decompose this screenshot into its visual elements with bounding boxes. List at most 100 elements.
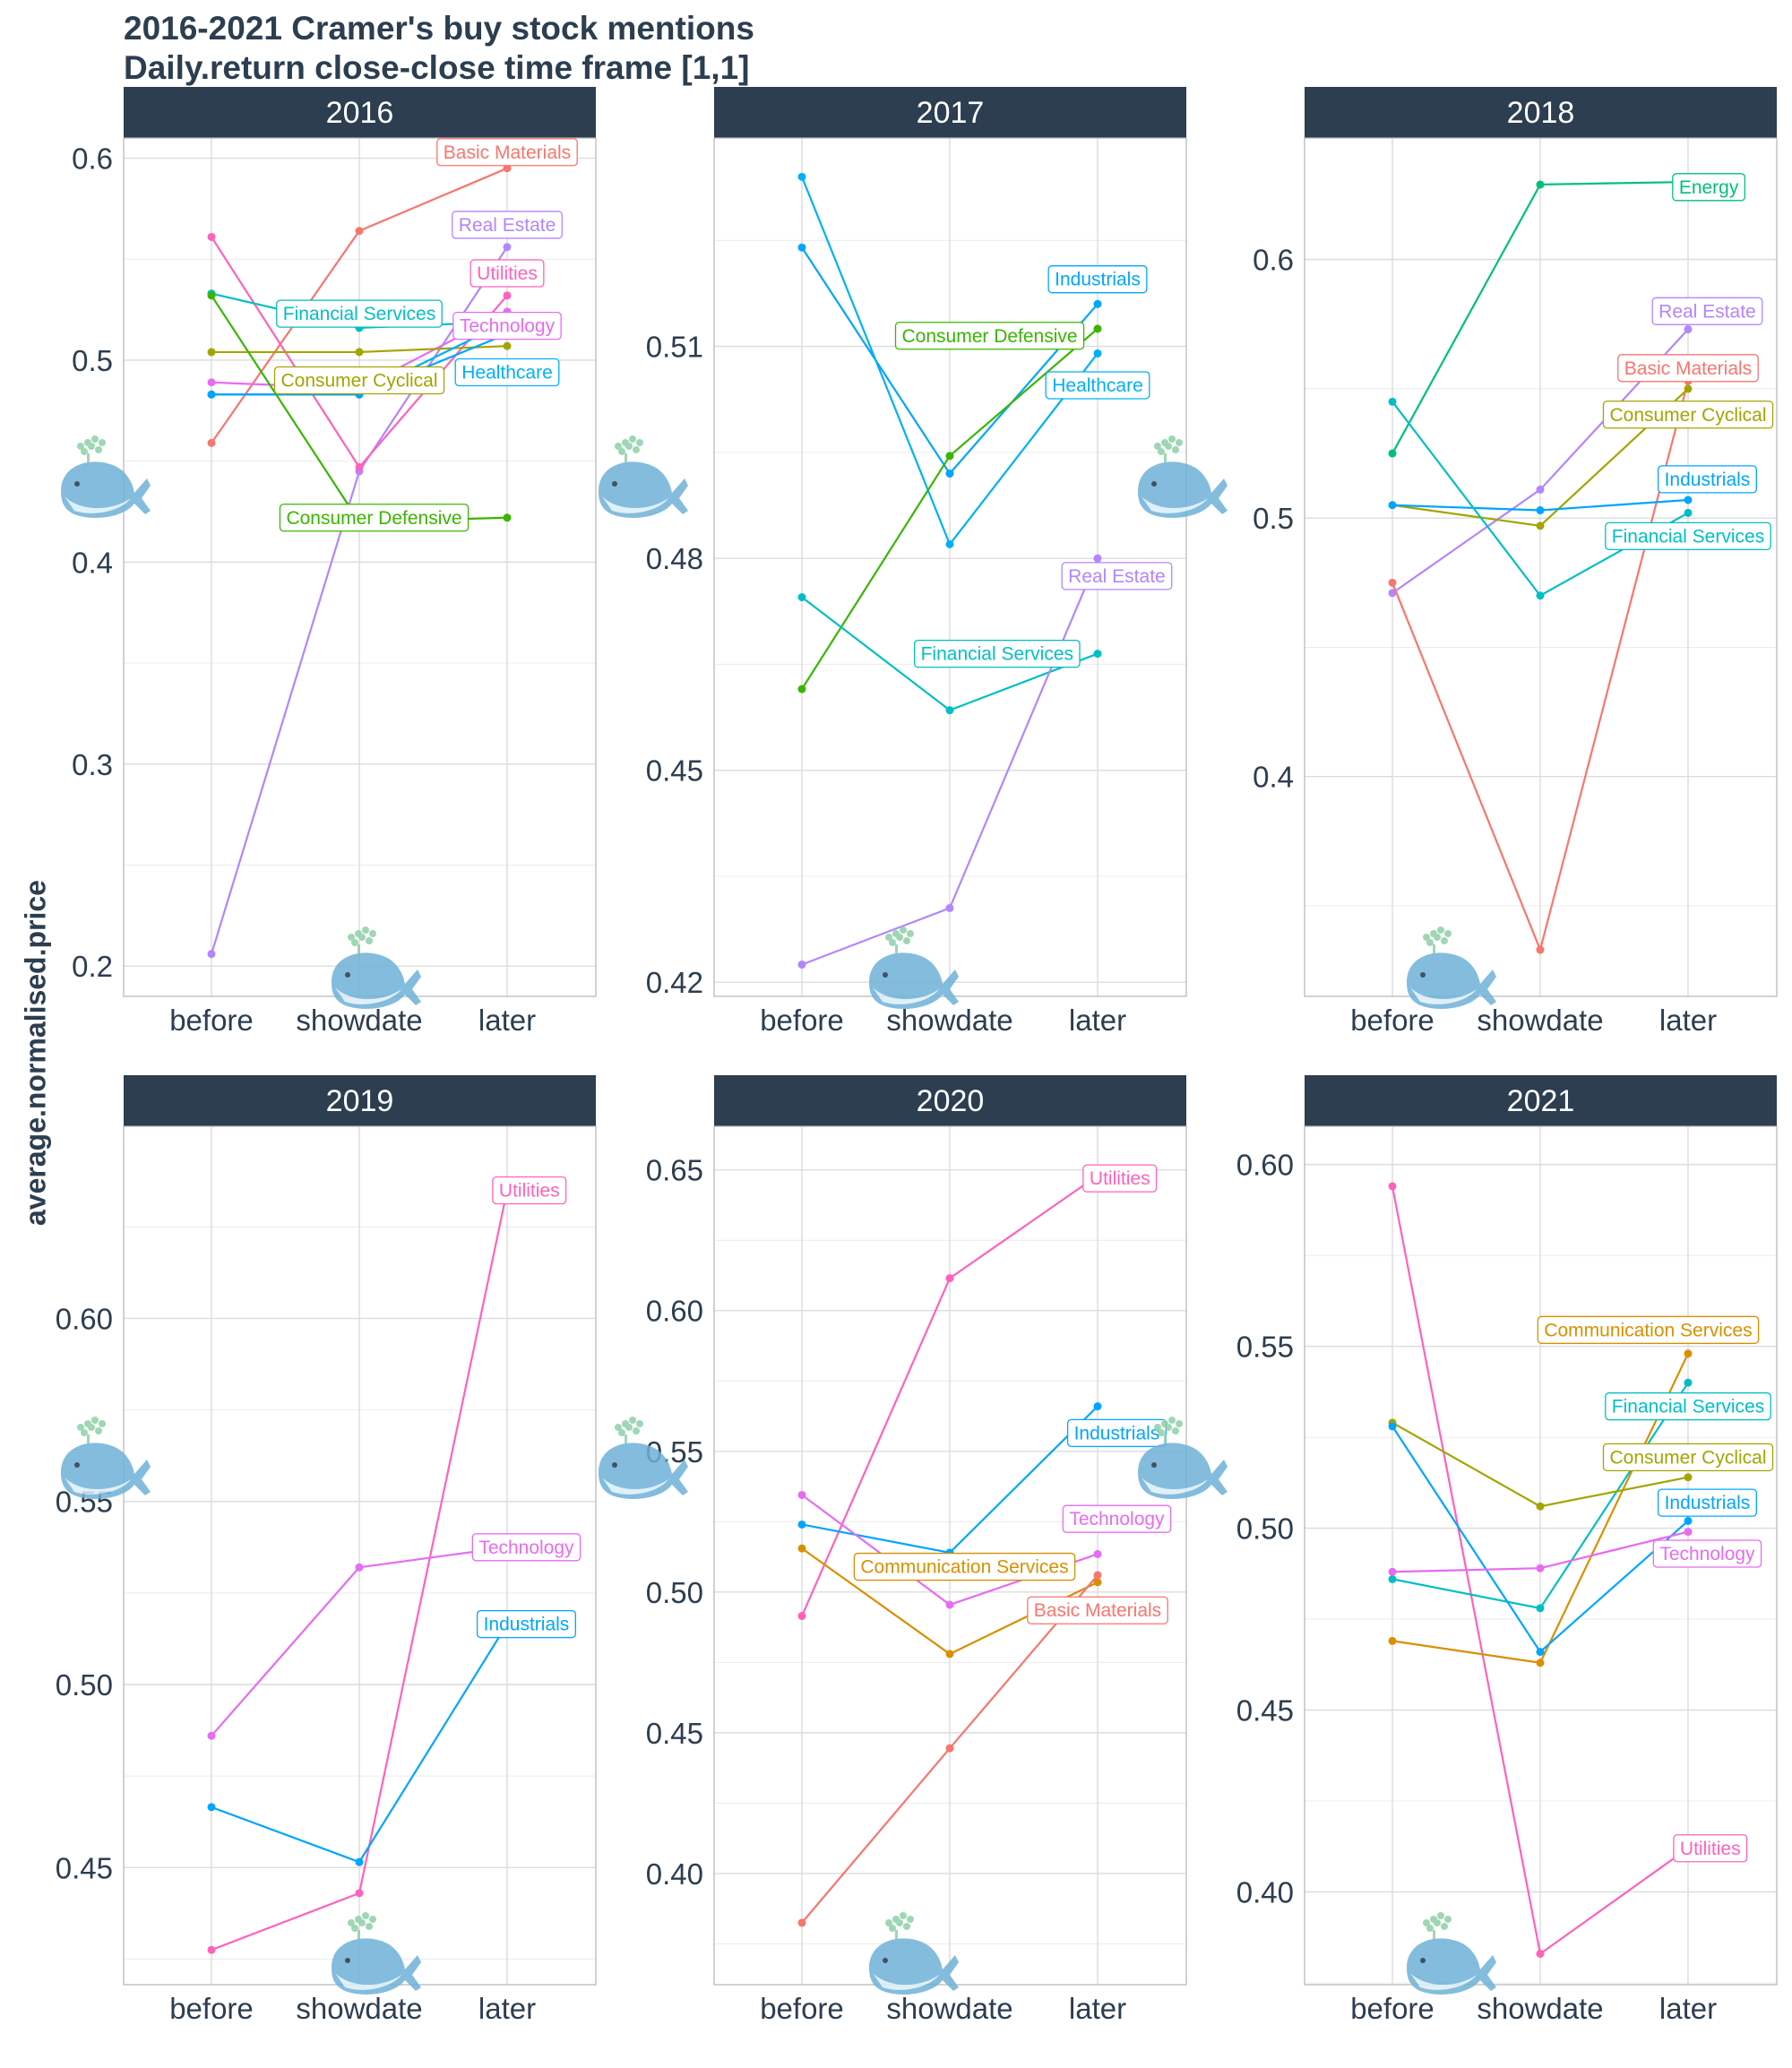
facet-strip-2018: 2018 xyxy=(1305,87,1777,138)
data-point xyxy=(797,961,806,969)
data-point xyxy=(1536,506,1545,515)
data-point xyxy=(1536,1564,1545,1573)
whale-watermark-icon xyxy=(61,435,151,518)
data-point xyxy=(797,593,806,602)
y-tick-label: 0.60 xyxy=(56,1302,113,1335)
series-utilities xyxy=(207,232,512,471)
panel-2017: 2017 0.42 0.45 0.48 0.51 before showdate later I… xyxy=(646,87,1187,1037)
series-label-communication-services: Communication Services xyxy=(1537,1315,1760,1344)
data-point xyxy=(1093,1578,1102,1587)
facet-strip-label: 2020 xyxy=(917,1084,985,1118)
y-tick-label: 0.50 xyxy=(646,1576,703,1609)
data-point xyxy=(355,1563,364,1572)
series-label-industrials: Industrials xyxy=(1066,1418,1167,1448)
series-label-box xyxy=(1602,1443,1774,1472)
series-label-text: Industrials xyxy=(1665,470,1751,490)
series-label-text: Technology xyxy=(460,316,556,337)
x-tick-label: later xyxy=(478,1992,536,2025)
series-label-box xyxy=(1652,1539,1762,1568)
series-label-industrials: Industrials xyxy=(1657,465,1757,494)
data-point xyxy=(945,1600,954,1609)
data-point xyxy=(1093,650,1102,659)
y-tick-label: 0.48 xyxy=(646,542,703,575)
series-label-technology: Technology xyxy=(1652,1539,1762,1568)
series-label-box xyxy=(1651,297,1763,325)
series-label-utilities: Utilities xyxy=(470,259,545,288)
x-tick-label: later xyxy=(478,1004,536,1037)
data-point xyxy=(1536,591,1545,600)
data-point xyxy=(1536,180,1545,189)
data-point xyxy=(1684,1528,1693,1537)
data-point xyxy=(1684,1378,1693,1387)
data-point xyxy=(1388,589,1397,598)
series-label-healthcare: Healthcare xyxy=(1045,371,1150,400)
series-label-box xyxy=(1602,401,1774,429)
series-label-box xyxy=(1673,1834,1748,1863)
x-tick-label: showdate xyxy=(1477,1992,1603,2025)
series-label-box xyxy=(1617,354,1759,383)
whale-watermark-icon xyxy=(332,1912,421,1995)
series-label-industrials: Industrials xyxy=(1657,1488,1757,1517)
series-label-communication-services: Communication Services xyxy=(853,1552,1076,1581)
data-point xyxy=(1536,945,1545,954)
data-point xyxy=(207,390,216,399)
data-point xyxy=(1093,1571,1102,1580)
series-label-box xyxy=(492,1176,567,1205)
facet-strip-2019: 2019 xyxy=(124,1075,596,1126)
series-label-text: Consumer Defensive xyxy=(286,508,461,529)
data-point xyxy=(1388,1422,1397,1431)
x-tick-label: before xyxy=(1350,1992,1434,2025)
series-label-consumer-defensive: Consumer Defensive xyxy=(279,504,470,532)
data-point xyxy=(797,1612,806,1621)
data-point xyxy=(1388,1567,1397,1576)
series-label-box xyxy=(1066,1418,1167,1448)
y-tick-label: 0.40 xyxy=(1236,1875,1294,1909)
series-label-box xyxy=(1657,1488,1757,1517)
data-point xyxy=(207,950,216,959)
series-label-box xyxy=(1605,1392,1771,1421)
series-label-box xyxy=(471,1533,582,1562)
data-point xyxy=(207,378,216,387)
series-label-box xyxy=(452,311,562,340)
series-label-text: Healthcare xyxy=(461,362,553,383)
series-label-text: Industrials xyxy=(484,1615,570,1635)
y-tick-label: 0.60 xyxy=(646,1295,703,1328)
series-label-utilities: Utilities xyxy=(492,1176,567,1205)
series-label-technology: Technology xyxy=(1062,1504,1172,1533)
data-point xyxy=(503,341,512,350)
series-label-text: Financial Services xyxy=(1612,526,1764,547)
series-label-text: Utilities xyxy=(1090,1168,1150,1189)
series-label-text: Real Estate xyxy=(1658,301,1756,322)
data-point xyxy=(1684,1473,1693,1482)
whale-watermark-icon xyxy=(332,926,421,1009)
data-point xyxy=(797,1918,806,1927)
data-point xyxy=(503,243,512,252)
data-point xyxy=(1536,521,1545,530)
series-label-text: Energy xyxy=(1679,177,1739,198)
whale-watermark-icon xyxy=(599,435,688,518)
data-point xyxy=(207,348,216,357)
data-point xyxy=(945,903,954,912)
series-label-box xyxy=(913,639,1081,668)
whale-watermark-icon xyxy=(61,1417,151,1499)
data-point xyxy=(1093,1402,1102,1411)
series-label-text: Real Estate xyxy=(459,215,556,236)
series-label-consumer-cyclical: Consumer Cyclical xyxy=(1602,401,1774,429)
data-point xyxy=(1388,1574,1397,1583)
y-tick-label: 0.45 xyxy=(646,1717,703,1750)
facet-strip-label: 2016 xyxy=(326,96,394,130)
y-tick-label: 0.45 xyxy=(646,754,703,788)
series-label-box xyxy=(273,366,445,395)
data-point xyxy=(1684,384,1693,393)
series-label-text: Healthcare xyxy=(1052,375,1143,396)
panel-border xyxy=(1304,137,1778,997)
facet-strip-2017: 2017 xyxy=(714,87,1186,138)
y-tick-label: 0.65 xyxy=(646,1154,703,1187)
data-point xyxy=(797,1490,806,1499)
data-point xyxy=(1388,1182,1397,1191)
y-tick-label: 0.6 xyxy=(72,142,113,176)
series-industrials xyxy=(1388,1422,1693,1657)
data-point xyxy=(1093,324,1102,333)
data-point xyxy=(1684,508,1693,517)
